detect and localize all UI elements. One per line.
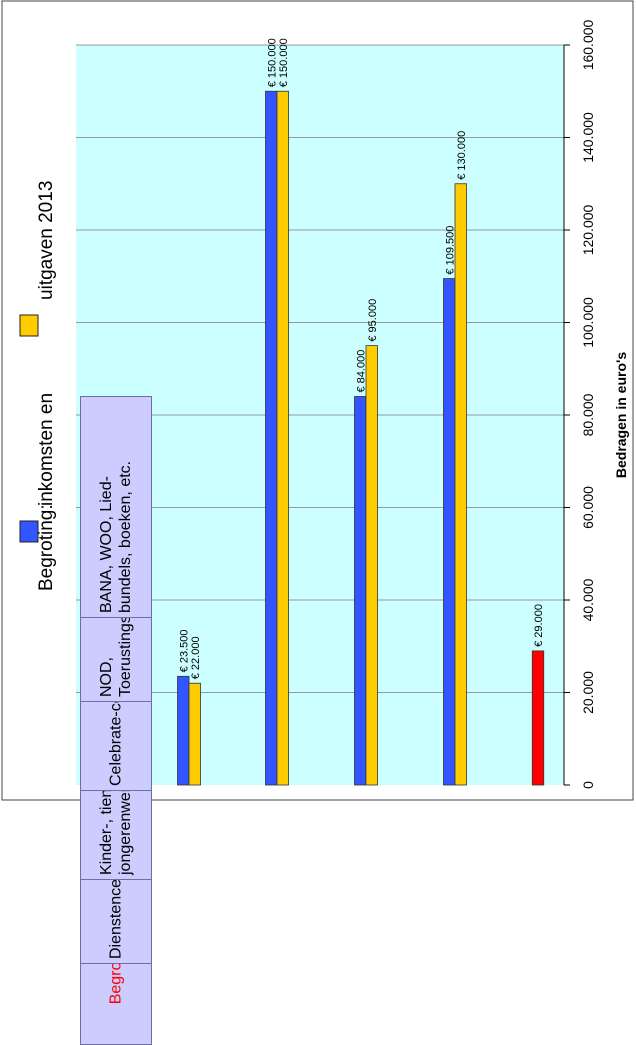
data-label: € 22.000 xyxy=(190,636,202,679)
value-axis-ticks: 0 20.000 40.000 60.000 80.000 100.000 120.000 1… xyxy=(564,19,596,789)
data-label: € 150.000 xyxy=(278,38,290,87)
data-label: € 130.000 xyxy=(456,131,468,180)
data-label: € 95.000 xyxy=(367,299,379,342)
legend-entry-inkomsten: inkomsten en xyxy=(36,393,57,506)
legend: Begroting: inkomsten en uitgaven 2013 xyxy=(19,181,57,591)
data-label: € 150.000 xyxy=(266,38,278,87)
tick-label: 100.000 xyxy=(580,297,596,348)
legend-entry-uitgaven: uitgaven 2013 xyxy=(36,181,57,300)
bar-deficit xyxy=(531,650,545,786)
tick-label: 160.000 xyxy=(580,19,596,70)
tick-label: 0 xyxy=(580,781,596,789)
bar-inkomsten xyxy=(354,396,367,786)
tick-label: 20.000 xyxy=(580,671,596,714)
tick-label: 60.000 xyxy=(580,486,596,529)
tick-label: 120.000 xyxy=(580,204,596,255)
legend-swatch-inkomsten xyxy=(19,520,39,543)
bar-uitgaven xyxy=(454,183,467,786)
data-label: € 29.000 xyxy=(533,604,545,647)
bar-uitgaven xyxy=(365,345,378,786)
gridlines xyxy=(76,44,564,693)
tick-label: 40.000 xyxy=(580,578,596,621)
data-label: € 23.500 xyxy=(178,629,190,672)
value-axis-label: Bedragen in euro's xyxy=(613,352,629,478)
bar-uitgaven xyxy=(276,90,289,786)
bar-inkomsten xyxy=(177,675,190,786)
bar-inkomsten xyxy=(265,90,278,786)
tick-label: 80.000 xyxy=(580,393,596,436)
data-label: € 84.000 xyxy=(355,350,367,393)
bar-inkomsten xyxy=(443,278,456,786)
category-box: BANA, WOO, Lied-bundels, boeken, etc. xyxy=(80,396,152,618)
data-label: € 109.500 xyxy=(444,226,456,275)
legend-swatch-uitgaven xyxy=(19,314,39,337)
category-label: BANA, WOO, Lied-bundels, boeken, etc. xyxy=(98,460,134,613)
tick-label: 140.000 xyxy=(580,112,596,163)
bar-uitgaven xyxy=(188,682,201,786)
legend-title: Begroting: xyxy=(36,504,57,591)
